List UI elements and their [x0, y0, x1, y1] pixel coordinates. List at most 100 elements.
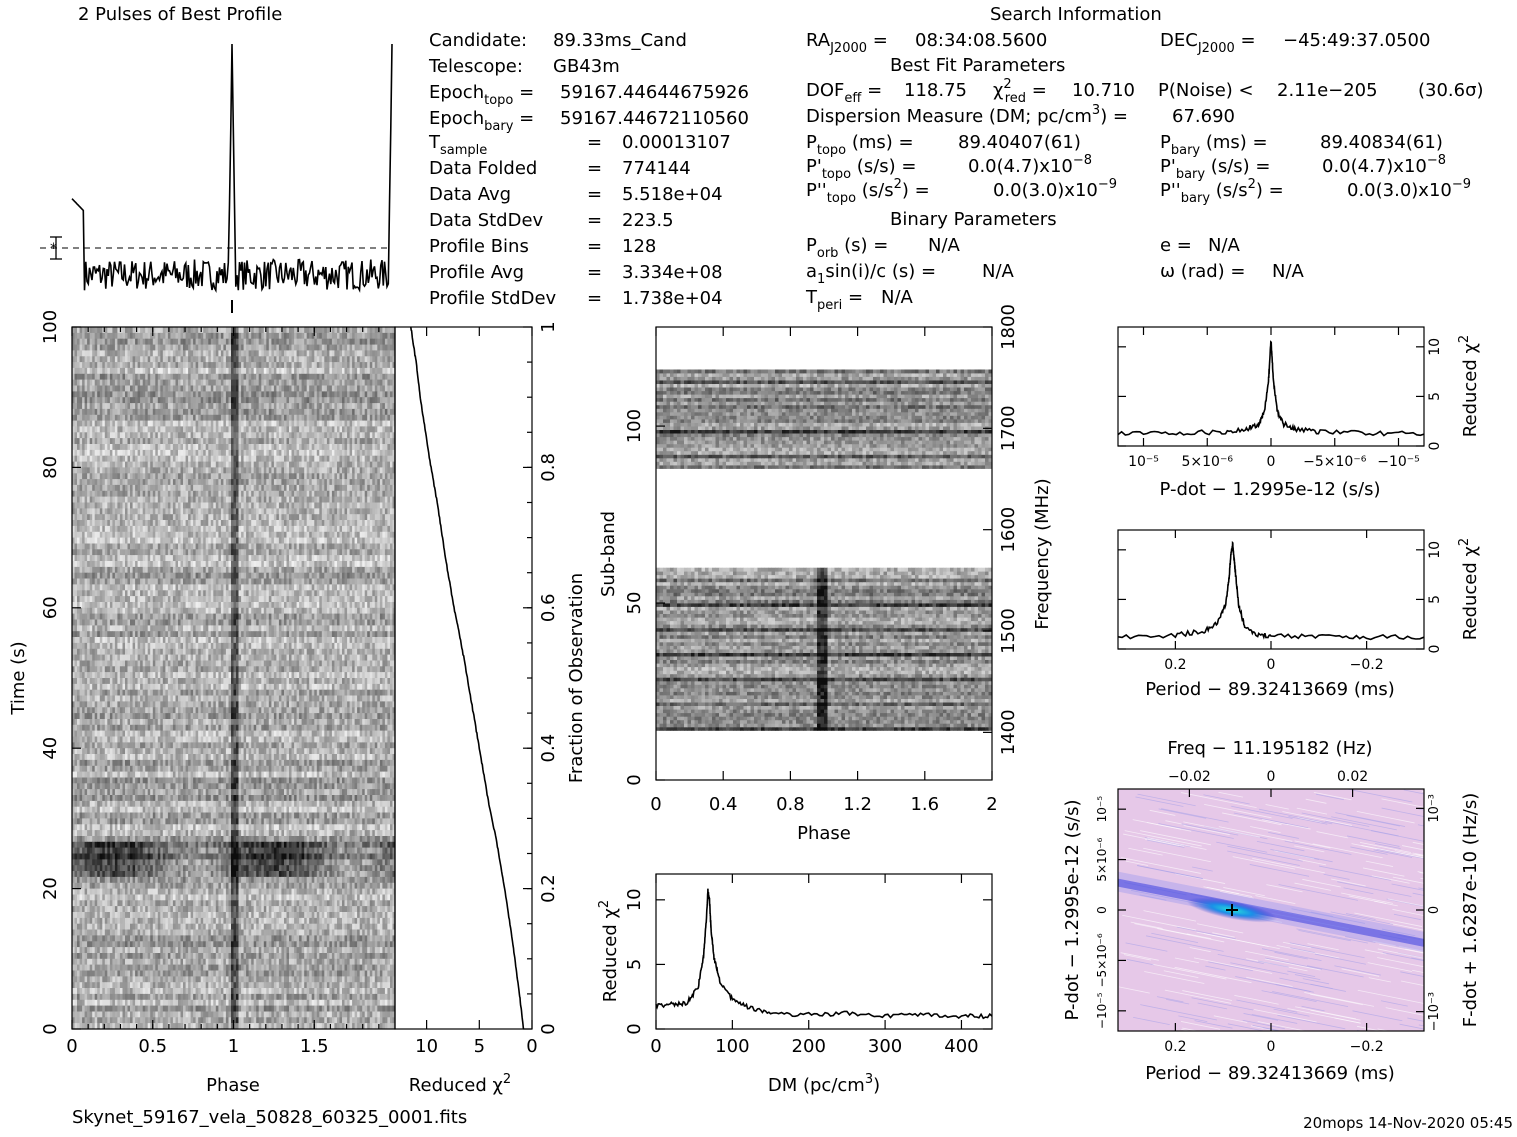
time-phase-cell: [279, 386, 282, 392]
time-phase-cell: [77, 503, 80, 509]
time-phase-cell: [95, 544, 98, 550]
time-phase-cell: [193, 526, 196, 532]
time-phase-cell: [241, 327, 244, 333]
time-phase-cell: [269, 456, 272, 462]
time-phase-cell: [158, 538, 161, 544]
time-phase-cell: [302, 350, 305, 356]
time-phase-cell: [279, 380, 282, 386]
time-phase-cell: [125, 350, 128, 356]
time-phase-cell: [284, 485, 287, 491]
time-phase-cell: [266, 432, 269, 438]
time-phase-cell: [372, 409, 375, 415]
time-phase-cell: [100, 491, 103, 497]
time-phase-cell: [251, 432, 254, 438]
time-phase-cell: [145, 327, 148, 333]
time-phase-cell: [329, 473, 332, 479]
time-phase-cell: [221, 438, 224, 444]
time-phase-cell: [337, 356, 340, 362]
time-phase-cell: [186, 397, 189, 403]
time-phase-cell: [213, 544, 216, 550]
time-phase-cell: [105, 520, 108, 526]
time-phase-cell: [168, 497, 171, 503]
time-phase-cell: [294, 526, 297, 532]
time-phase-cell: [281, 462, 284, 468]
time-phase-cell: [231, 409, 234, 415]
time-phase-cell: [125, 391, 128, 397]
time-phase-cell: [266, 467, 269, 473]
time-phase-cell: [236, 514, 239, 520]
time-phase-cell: [112, 450, 115, 456]
time-phase-cell: [138, 403, 141, 409]
time-phase-cell: [324, 350, 327, 356]
time-phase-cell: [176, 532, 179, 538]
time-phase-cell: [112, 350, 115, 356]
time-phase-cell: [186, 508, 189, 514]
time-phase-cell: [246, 485, 249, 491]
time-phase-cell: [100, 368, 103, 374]
time-phase-cell: [312, 491, 315, 497]
time-phase-cell: [133, 432, 136, 438]
time-phase-cell: [370, 345, 373, 351]
time-phase-cell: [329, 467, 332, 473]
time-phase-cell: [160, 409, 163, 415]
time-phase-cell: [95, 438, 98, 444]
time-phase-cell: [357, 403, 360, 409]
time-phase-cell: [360, 426, 363, 432]
time-phase-cell: [312, 485, 315, 491]
time-phase-cell: [259, 491, 262, 497]
time-phase-cell: [125, 356, 128, 362]
time-phase-cell: [153, 456, 156, 462]
time-phase-cell: [289, 497, 292, 503]
time-phase-cell: [138, 333, 141, 339]
time-phase-cell: [173, 362, 176, 368]
time-phase-cell: [309, 467, 312, 473]
time-phase-cell: [352, 345, 355, 351]
time-phase-cell: [385, 462, 388, 468]
time-phase-cell: [254, 514, 257, 520]
time-phase-cell: [201, 497, 204, 503]
time-phase-cell: [213, 362, 216, 368]
time-phase-cell: [244, 386, 247, 392]
time-phase-cell: [163, 485, 166, 491]
time-phase-cell: [329, 450, 332, 456]
time-phase-cell: [82, 421, 85, 427]
time-phase-cell: [130, 356, 133, 362]
time-phase-cell: [390, 503, 393, 509]
time-phase-cell: [327, 497, 330, 503]
time-phase-cell: [218, 485, 221, 491]
time-phase-cell: [281, 386, 284, 392]
time-phase-cell: [342, 409, 345, 415]
time-phase-cell: [226, 350, 229, 356]
time-phase-cell: [186, 514, 189, 520]
time-phase-cell: [100, 456, 103, 462]
time-phase-cell: [367, 438, 370, 444]
time-phase-cell: [181, 368, 184, 374]
time-phase-cell: [307, 415, 310, 421]
time-phase-cell: [362, 520, 365, 526]
time-phase-cell: [75, 473, 78, 479]
time-phase-cell: [279, 421, 282, 427]
time-phase-cell: [150, 479, 153, 485]
time-phase-cell: [150, 386, 153, 392]
time-phase-cell: [221, 520, 224, 526]
time-phase-cell: [173, 444, 176, 450]
time-phase-cell: [294, 444, 297, 450]
time-phase-cell: [120, 532, 123, 538]
time-phase-cell: [289, 473, 292, 479]
time-phase-cell: [231, 339, 234, 345]
time-phase-cell: [107, 403, 110, 409]
time-phase-cell: [130, 526, 133, 532]
time-phase-cell: [352, 432, 355, 438]
time-phase-cell: [256, 485, 259, 491]
time-phase-cell: [115, 345, 118, 351]
time-phase-cell: [203, 432, 206, 438]
time-phase-cell: [279, 350, 282, 356]
time-phase-cell: [380, 327, 383, 333]
time-phase-cell: [77, 526, 80, 532]
time-phase-cell: [239, 409, 242, 415]
time-phase-cell: [158, 432, 161, 438]
time-phase-cell: [123, 520, 126, 526]
time-phase-cell: [249, 391, 252, 397]
time-phase-cell: [287, 403, 290, 409]
time-phase-cell: [130, 397, 133, 403]
